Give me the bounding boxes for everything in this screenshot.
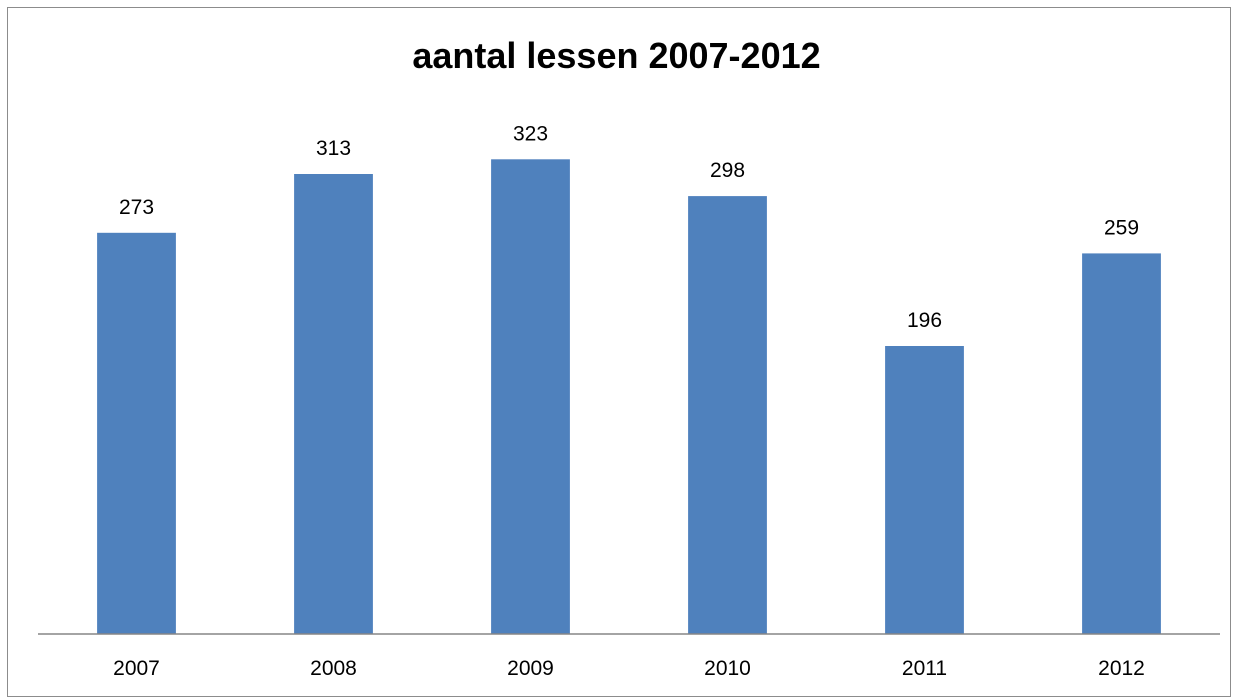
data-label-2007: 273 bbox=[119, 196, 154, 219]
x-tick-label-2008: 2008 bbox=[310, 657, 357, 680]
bar-2007 bbox=[97, 232, 176, 635]
x-tick-label-2007: 2007 bbox=[113, 657, 160, 680]
data-labels-layer: 273 313 323 298 196 259 bbox=[119, 122, 1139, 332]
x-tick-label-2011: 2011 bbox=[902, 657, 947, 680]
x-tick-label-2010: 2010 bbox=[704, 657, 751, 680]
bar-2011 bbox=[885, 346, 964, 634]
data-label-2008: 313 bbox=[316, 137, 351, 160]
chart-frame bbox=[7, 7, 1231, 697]
bar-2009 bbox=[491, 159, 570, 635]
data-label-2010: 298 bbox=[710, 159, 745, 182]
data-label-2011: 196 bbox=[907, 309, 942, 332]
chart-title: aantal lessen 2007-2012 bbox=[412, 35, 821, 76]
x-tick-label-2009: 2009 bbox=[507, 657, 554, 680]
x-tick-label-2012: 2012 bbox=[1098, 657, 1145, 680]
x-tick-labels-layer: 2007 2008 2009 2010 2011 2012 bbox=[113, 657, 1145, 680]
data-label-2009: 323 bbox=[513, 122, 548, 145]
bar-2010 bbox=[688, 196, 767, 634]
bar-2008 bbox=[294, 174, 373, 634]
bars-layer bbox=[97, 159, 1161, 635]
bar-2012 bbox=[1082, 253, 1161, 634]
data-label-2012: 259 bbox=[1104, 216, 1139, 239]
